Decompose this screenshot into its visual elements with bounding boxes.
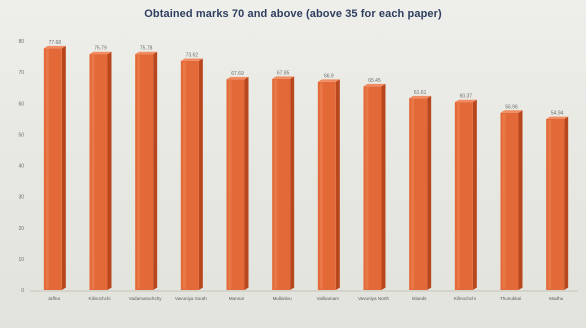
bar-side — [61, 45, 66, 290]
y-tick-label: 0 — [21, 288, 24, 294]
bar-top — [89, 51, 112, 55]
bar-highlight — [137, 55, 141, 289]
bar-highlight — [319, 82, 323, 290]
bar-highlight — [456, 103, 460, 289]
y-tick-label: 80 — [18, 39, 24, 45]
category-label: Vavuniya North — [358, 296, 390, 301]
bar-top — [500, 110, 523, 113]
category-label: Kilinochchi — [89, 296, 111, 301]
data-label: 67.69 — [231, 71, 244, 77]
bar-side — [153, 51, 158, 291]
bar-side — [107, 51, 112, 290]
bar-highlight — [502, 113, 506, 289]
bar-top — [409, 95, 432, 99]
y-tick-label: 20 — [18, 226, 24, 232]
bar-highlight — [45, 49, 49, 289]
y-tick-label: 30 — [18, 195, 24, 201]
y-tick-label: 70 — [18, 70, 24, 76]
bar-top — [180, 58, 203, 61]
category-label: Mullaitivu — [273, 296, 293, 301]
category-label: Kilinochchi — [454, 296, 476, 301]
chart-title: Obtained marks 70 and above (above 35 fo… — [144, 8, 442, 20]
bar-top — [546, 116, 569, 119]
category-label: Vadamarachchy — [129, 296, 163, 301]
category-label: Jaffna — [48, 296, 61, 301]
data-label: 65.45 — [368, 78, 381, 84]
bar-side — [564, 116, 569, 291]
bar-highlight — [365, 87, 369, 290]
data-label: 54.94 — [551, 111, 564, 117]
bar-side — [335, 79, 340, 290]
category-label: Mannar — [229, 296, 245, 301]
bar-side — [290, 76, 295, 291]
data-label: 66.9 — [324, 73, 334, 79]
bar-highlight — [91, 55, 95, 290]
y-tick-label: 60 — [18, 101, 24, 107]
data-label: 73.62 — [186, 52, 199, 58]
bar-top — [43, 45, 66, 49]
category-label: Thunukkai — [500, 296, 521, 301]
bar-top — [317, 79, 340, 82]
category-label: Islands — [412, 296, 427, 301]
bar-highlight — [274, 79, 278, 290]
floor — [30, 290, 578, 292]
bar-top — [363, 83, 386, 87]
category-label: Vavuniya South — [175, 296, 207, 301]
bar-highlight — [228, 80, 232, 289]
bar-top — [272, 76, 295, 79]
data-label: 56.96 — [505, 104, 518, 110]
category-label: Valikamam — [317, 296, 340, 301]
y-tick-label: 50 — [18, 132, 24, 138]
data-label: 61.61 — [414, 90, 427, 96]
bar-side — [198, 58, 203, 290]
bar-side — [427, 95, 432, 291]
bar-top — [135, 51, 158, 55]
bar-side — [518, 110, 523, 290]
data-label: 75.79 — [94, 46, 107, 52]
data-label: 75.78 — [140, 46, 153, 52]
category-label: Madhu — [549, 296, 563, 301]
data-label: 60.37 — [460, 94, 473, 100]
bar-side — [244, 76, 249, 290]
bar-highlight — [411, 99, 415, 289]
bar-highlight — [548, 119, 552, 289]
bar-top — [226, 76, 249, 80]
y-tick-label: 40 — [18, 164, 24, 170]
bar-highlight — [182, 61, 186, 289]
y-tick-label: 10 — [18, 257, 24, 263]
data-label: 77.68 — [49, 40, 62, 46]
data-label: 67.85 — [277, 70, 290, 76]
bar-side — [381, 83, 386, 290]
bar-top — [454, 99, 477, 103]
bar-side — [472, 99, 477, 291]
